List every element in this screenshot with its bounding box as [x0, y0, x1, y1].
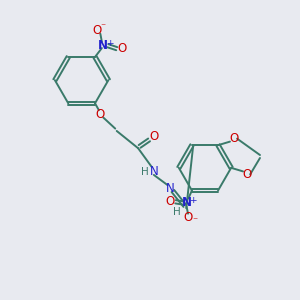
Text: +: + [106, 39, 114, 48]
Text: O: O [166, 195, 175, 208]
Text: O: O [229, 132, 238, 145]
Text: +: + [189, 196, 197, 205]
Text: ⁻: ⁻ [192, 216, 197, 226]
Text: N: N [166, 182, 174, 194]
Text: O: O [92, 24, 101, 37]
Text: ⁻: ⁻ [101, 22, 106, 32]
Text: O: O [183, 211, 193, 224]
Text: N: N [149, 166, 158, 178]
Text: O: O [117, 42, 126, 55]
Text: H: H [173, 207, 181, 217]
Text: H: H [141, 167, 149, 177]
Text: N: N [182, 196, 192, 209]
Text: O: O [96, 108, 105, 121]
Text: O: O [149, 130, 158, 143]
Text: O: O [242, 168, 251, 181]
Text: N: N [98, 39, 108, 52]
